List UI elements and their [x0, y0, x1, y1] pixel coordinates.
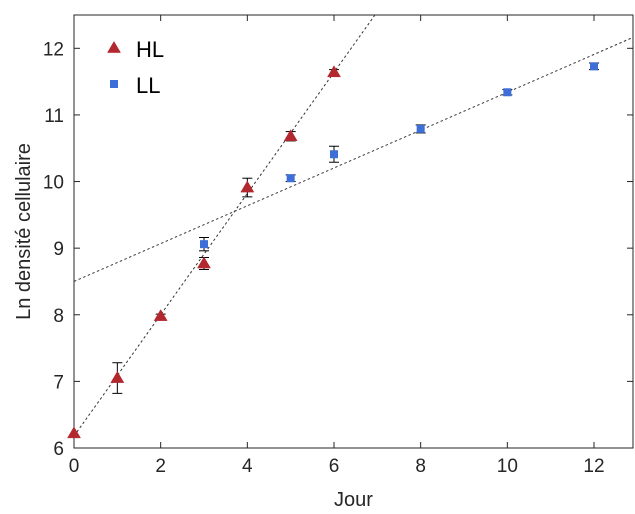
- trendline-hl: [74, 15, 376, 437]
- data-point-ll: [286, 174, 295, 183]
- data-point-hl: [67, 426, 81, 439]
- data-point-ll: [590, 62, 598, 71]
- y-tick-label: 8: [53, 306, 64, 327]
- data-point-hl: [327, 65, 341, 78]
- legend: HL LL: [107, 37, 164, 98]
- y-axis-title: Ln densité cellulaire: [13, 143, 35, 320]
- y-tick-label: 7: [53, 372, 64, 393]
- x-axis-title: Jour: [334, 489, 373, 511]
- x-tick-label: 10: [497, 456, 518, 477]
- trendline-ll: [74, 36, 633, 282]
- data-point-hl: [197, 256, 211, 269]
- legend-label-ll: LL: [136, 73, 160, 98]
- trendlines: [74, 15, 633, 437]
- data-point-hl: [283, 129, 298, 142]
- plot-frame: [73, 14, 634, 449]
- series-hl: [67, 65, 341, 439]
- legend-marker-ll: [110, 80, 118, 88]
- legend-marker-hl: [107, 41, 121, 53]
- x-tick-label: 6: [329, 456, 340, 477]
- y-tick-label: 6: [53, 439, 64, 460]
- y-tick-label: 10: [43, 173, 64, 194]
- y-tick-label: 12: [43, 39, 64, 60]
- data-point-ll: [200, 240, 208, 249]
- x-tick-label: 8: [415, 456, 426, 477]
- data-point-ll: [416, 124, 425, 133]
- y-tick-label: 9: [53, 239, 64, 260]
- data-point-ll: [330, 150, 338, 159]
- x-tick-label: 0: [69, 456, 80, 477]
- data-point-ll: [503, 88, 512, 97]
- x-tick-label: 4: [242, 456, 253, 477]
- x-tick-label: 12: [583, 456, 604, 477]
- y-tick-label: 11: [44, 106, 64, 127]
- series-ll: [199, 62, 599, 252]
- legend-label-hl: HL: [136, 37, 164, 62]
- x-tick-label: 2: [155, 456, 166, 477]
- data-point-hl: [110, 371, 125, 383]
- data-point-hl: [153, 309, 168, 321]
- data-point-hl: [240, 180, 255, 193]
